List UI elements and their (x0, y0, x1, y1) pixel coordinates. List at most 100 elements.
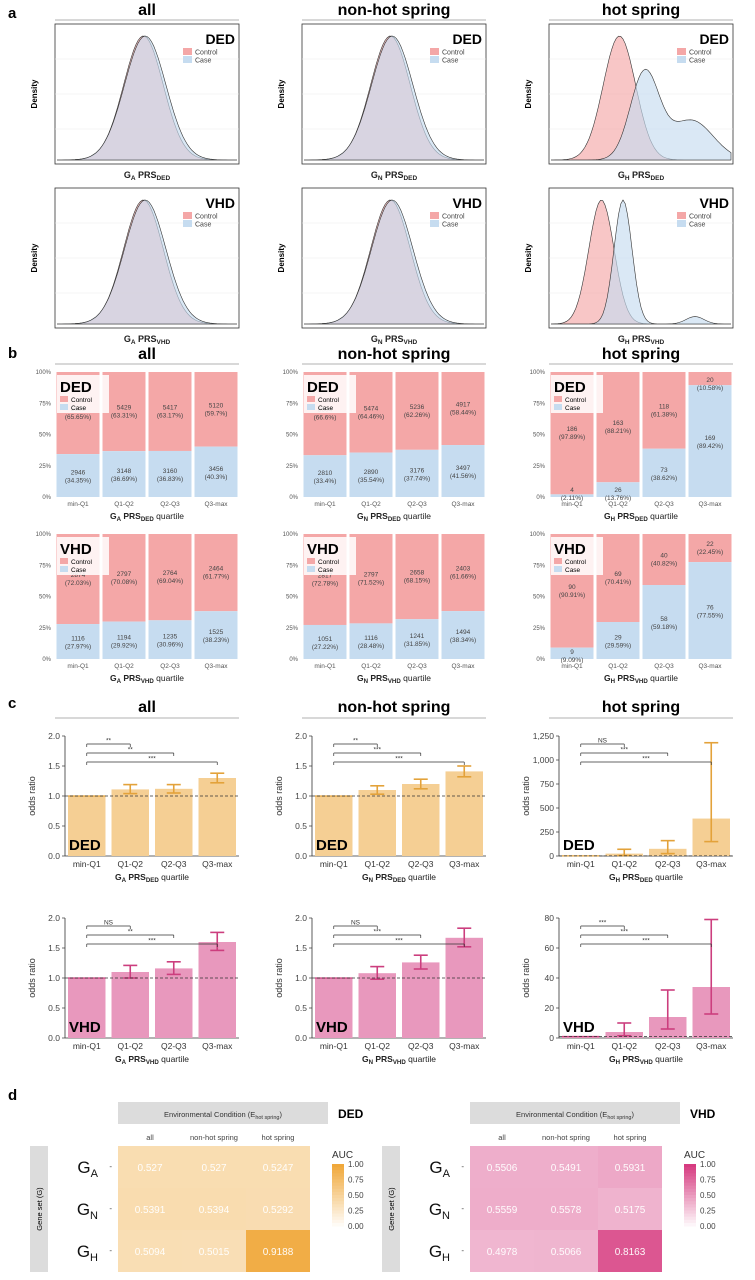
sig-label: *** (395, 938, 403, 945)
control-pct: (61.38%) (651, 411, 677, 418)
control-count: 2403 (456, 566, 471, 573)
density-ylabel: Density (524, 79, 533, 108)
prs-g: G (604, 511, 611, 521)
prs-word: PRS (620, 1054, 640, 1064)
group-title: non-hot spring (338, 346, 451, 363)
x-tick: Q3-max (202, 1041, 233, 1051)
bar-control (596, 534, 640, 623)
bar-case (550, 494, 594, 497)
legend-gradient-step (332, 1210, 344, 1215)
or-ylabel: odds ratio (274, 776, 284, 816)
bar-case (303, 624, 347, 659)
env-header-bar (470, 1102, 680, 1124)
control-pct: (70.08%) (111, 579, 137, 586)
or-ylabel: odds ratio (521, 776, 531, 816)
control-pct: (40.82%) (651, 561, 677, 568)
prs-word: PRS (126, 1054, 146, 1064)
row-g: G (77, 1242, 90, 1261)
control-count: 2658 (410, 570, 425, 577)
prs-g: G (110, 511, 117, 521)
y-tick: 0.5 (295, 1003, 307, 1013)
bar-control (688, 534, 732, 563)
trait-label: DED (205, 31, 235, 47)
case-pct: (28.48%) (358, 643, 384, 650)
sig-label: NS (598, 738, 608, 745)
bar-case (441, 445, 485, 497)
bar-case (102, 451, 146, 497)
y-tick: 0.5 (48, 821, 60, 831)
or-ylabel: odds ratio (27, 958, 37, 998)
heatmap-cell (470, 1146, 534, 1188)
y-tick: 0.0 (295, 851, 307, 861)
or-bar (198, 942, 236, 1038)
legend-swatch-case (307, 404, 315, 410)
group-title: hot spring (602, 346, 680, 363)
legend-tick: 0.25 (700, 1207, 716, 1216)
y-tick: 40 (545, 973, 555, 983)
legend-gradient-step (684, 1216, 696, 1221)
sig-label: *** (620, 929, 628, 936)
y-tick: 60 (545, 943, 555, 953)
stacked-plot-1: non-hot spring0%25%50%75%100%5604(66.6%)… (283, 346, 486, 523)
x-tick: Q1-Q2 (611, 859, 637, 869)
y-tick: 0.0 (48, 851, 60, 861)
or-bar (402, 784, 440, 856)
legend-gradient-step (684, 1210, 696, 1215)
legend-control: Control (71, 559, 93, 566)
control-count: 40 (660, 553, 668, 560)
y-tick: 250 (540, 827, 554, 837)
y-tick: 50% (286, 595, 299, 601)
prs-gene-sub: N (378, 339, 383, 346)
legend-case: Case (689, 222, 705, 229)
legend-tick: 0.75 (348, 1176, 364, 1185)
row-label: GH (77, 1242, 98, 1264)
control-count: 5417 (163, 404, 178, 411)
x-tick: min-Q1 (73, 859, 101, 869)
x-tick: Q2-Q3 (160, 501, 180, 508)
legend-gradient-step (332, 1222, 344, 1227)
bar-control (395, 534, 439, 620)
legend-swatch-control (183, 212, 192, 219)
case-count: 3456 (209, 466, 224, 473)
heatmap-cell (246, 1230, 310, 1272)
control-count: 5236 (410, 404, 425, 411)
or-bar (358, 790, 396, 856)
x-tick: Q3-max (204, 501, 228, 508)
x-tick: Q2-Q3 (655, 1041, 681, 1051)
sig-label: *** (373, 929, 381, 936)
case-density (304, 199, 484, 325)
legend-swatch-control (60, 396, 68, 402)
case-pct: (59.18%) (651, 624, 677, 631)
prs-trait-sub: DED (651, 175, 665, 182)
control-pct: (64.46%) (358, 413, 384, 420)
or-bar (68, 796, 106, 856)
control-pct: (58.44%) (450, 410, 476, 417)
column-label: non-hot spring (190, 1133, 238, 1142)
y-tick: 1.5 (48, 943, 60, 953)
control-pct: (59.7%) (205, 410, 228, 417)
case-count: 1116 (71, 636, 85, 643)
prs-gene-sub: H (611, 516, 615, 523)
control-pct: (10.58%) (697, 385, 723, 392)
prs-g: G (124, 170, 131, 180)
x-tick: Q2-Q3 (160, 663, 180, 670)
heatmap-cell (182, 1146, 246, 1188)
bar-control (148, 534, 192, 621)
bar-case (148, 450, 192, 497)
y-tick: 0% (42, 495, 51, 501)
or-ylabel: odds ratio (274, 958, 284, 998)
y-tick: 100% (283, 532, 299, 538)
legend-swatch-control (430, 212, 439, 219)
prs-quartile-word: quartile (648, 511, 679, 521)
x-tick: Q3-max (449, 859, 480, 869)
or-plot-5: 0 20 40 60 80 odds ratio min-Q1 Q1-Q2 Q2-Q3 Q3-ma… (521, 913, 733, 1066)
trait-label: DED (452, 31, 482, 47)
control-count: 20 (706, 377, 714, 384)
prs-word: PRS (126, 872, 146, 882)
y-tick: 100% (530, 370, 546, 376)
x-tick: Q1-Q2 (608, 501, 628, 508)
y-tick: 0% (536, 495, 545, 501)
prs-axis-label: GA PRSDED quartile (115, 872, 189, 884)
cell-value: 0.5292 (263, 1205, 294, 1216)
